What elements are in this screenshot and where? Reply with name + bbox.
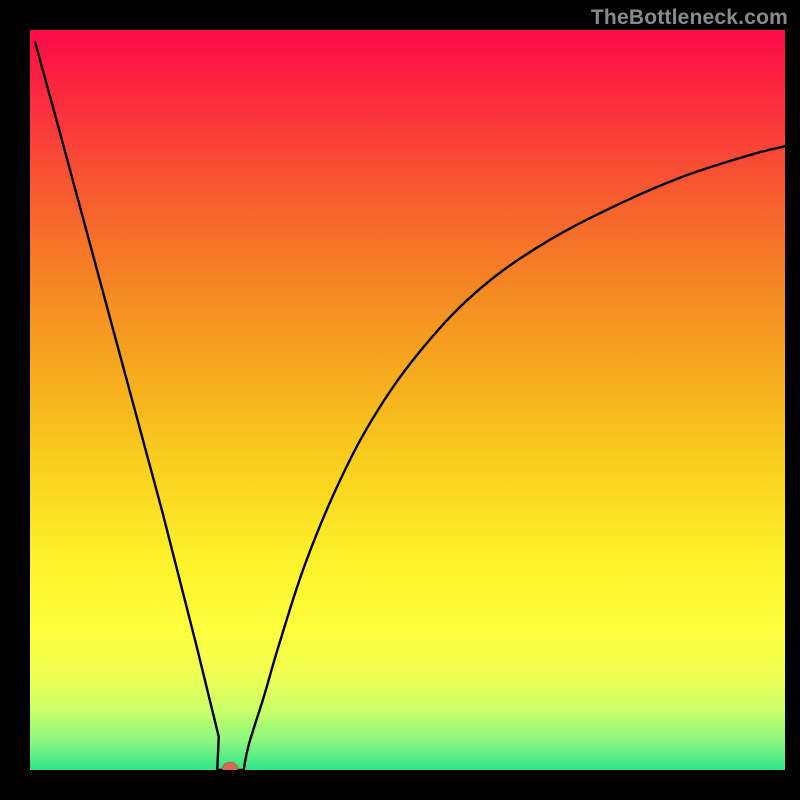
plot-background bbox=[30, 30, 785, 770]
bottleneck-chart bbox=[0, 0, 800, 800]
watermark-text: TheBottleneck.com bbox=[591, 6, 788, 30]
frame-left bbox=[0, 0, 30, 800]
frame-right bbox=[785, 0, 800, 800]
frame-bottom bbox=[0, 770, 800, 800]
